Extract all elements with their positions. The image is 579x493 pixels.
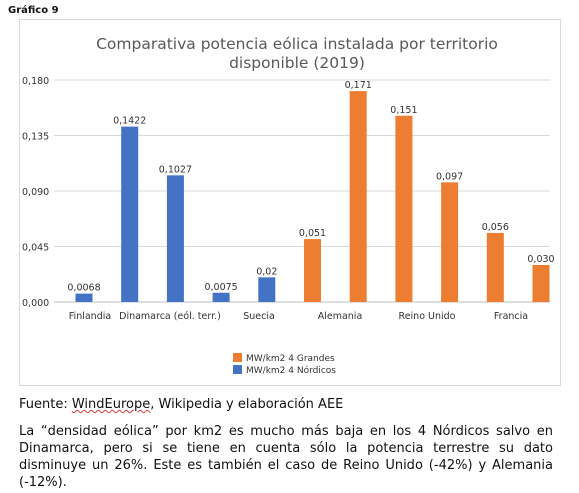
legend-swatch: [233, 353, 242, 362]
legend-swatch: [233, 365, 242, 374]
bar: [258, 277, 276, 302]
y-tick-label: 0,135: [22, 132, 49, 143]
x-tick-label: Suecia: [243, 311, 275, 322]
data-label: 0,030: [527, 254, 554, 265]
data-label: 0,151: [390, 105, 417, 116]
x-tick-label: Alemania: [318, 311, 363, 322]
y-tick-label: 0,000: [22, 298, 49, 309]
data-label: 0,1422: [113, 116, 146, 127]
bar: [349, 91, 367, 302]
figure-label: Gráfico 9: [8, 5, 59, 16]
data-label: 0,1027: [159, 164, 192, 175]
x-tick-label: Francia: [494, 311, 528, 322]
data-label: 0,0075: [204, 282, 237, 293]
source-prefix: Fuente:: [19, 397, 72, 412]
x-tick-label: Reino Unido: [399, 311, 456, 322]
chart-title: Comparativa potencia eólica instalada po…: [96, 35, 498, 53]
bar: [75, 293, 93, 302]
bar: [121, 126, 139, 303]
legend-label: MW/km2 4 Nórdicos: [246, 365, 336, 376]
bar: [532, 265, 550, 302]
bar: [441, 182, 459, 302]
data-label: 0,02: [256, 266, 277, 277]
bar-chart: Comparativa potencia eólica instalada po…: [22, 35, 555, 376]
data-label: 0,051: [299, 228, 326, 239]
legend-label: MW/km2 4 Grandes: [246, 354, 335, 364]
bar: [304, 239, 321, 302]
bar: [212, 292, 230, 302]
data-label: 0,0068: [67, 283, 100, 294]
data-label: 0,171: [345, 80, 372, 91]
data-label: 0,056: [482, 222, 509, 233]
bar: [486, 232, 504, 302]
source-link[interactable]: WindEurope: [71, 397, 151, 412]
x-tick-label: Dinamarca (eól. terr.): [119, 311, 221, 322]
bar: [395, 115, 413, 303]
source-note: Fuente: WindEurope, Wikipedia y elaborac…: [19, 397, 343, 412]
body-paragraph: La “densidad eólica” por km2 es mucho má…: [19, 424, 553, 490]
data-label: 0,097: [436, 171, 463, 182]
bar: [166, 175, 184, 302]
chart-container: Comparativa potencia eólica instalada po…: [19, 19, 561, 386]
x-tick-label: Finlandia: [69, 311, 111, 322]
chart-title: disponible (2019): [229, 54, 365, 72]
y-tick-label: 0,045: [22, 243, 49, 254]
y-tick-label: 0,090: [22, 187, 49, 198]
y-tick-label: 0,180: [22, 76, 49, 87]
source-suffix: , Wikipedia y elaboración AEE: [150, 397, 344, 412]
